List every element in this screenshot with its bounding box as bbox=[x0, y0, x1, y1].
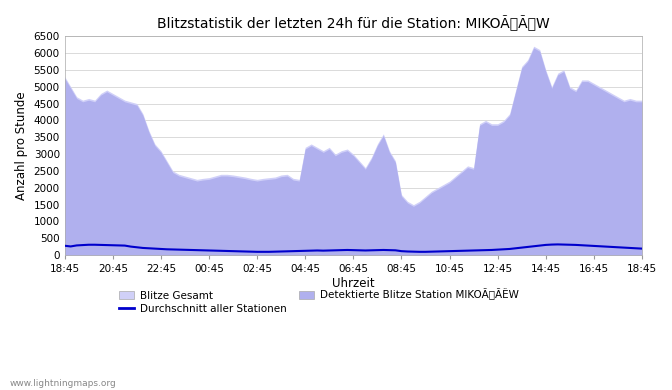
Text: www.lightningmaps.org: www.lightningmaps.org bbox=[10, 379, 117, 388]
X-axis label: Uhrzeit: Uhrzeit bbox=[332, 277, 374, 290]
Title: Blitzstatistik der letzten 24h für die Station: MIKOÃÃW: Blitzstatistik der letzten 24h für die S… bbox=[157, 15, 550, 31]
Legend: Blitze Gesamt, Durchschnitt aller Stationen, Detektierte Blitze Station MIKOÃÃȄ: Blitze Gesamt, Durchschnitt aller Statio… bbox=[119, 289, 519, 314]
Y-axis label: Anzahl pro Stunde: Anzahl pro Stunde bbox=[15, 91, 28, 200]
